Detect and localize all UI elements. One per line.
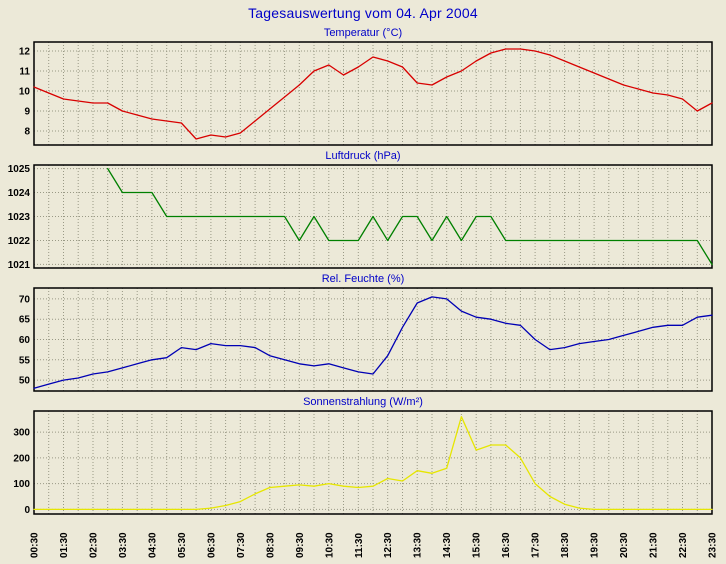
x-tick-label: 04:30: [147, 532, 158, 558]
humidity-chart-block: Rel. Feuchte (%) 50 55 60 65 70: [0, 272, 726, 393]
y-tick-label: 0: [24, 505, 30, 516]
y-tick-label: 10: [19, 87, 31, 98]
plot-border: [33, 410, 713, 515]
plot-border: [33, 287, 713, 392]
chart-title-temperature: Temperatur (°C): [323, 27, 403, 39]
y-tick-label: 100: [13, 479, 30, 490]
plot-border: [33, 41, 713, 146]
y-tick-label: 8: [24, 127, 30, 138]
x-tick-label: 12:30: [383, 532, 394, 558]
x-tick-label: 01:30: [59, 532, 70, 558]
y-tick-label: 65: [19, 315, 31, 326]
time-axis: 00:30 01:30 02:30 03:30 04:30 05:30 06:30 07:30…: [30, 532, 719, 558]
y-tick-label: 200: [13, 453, 30, 464]
x-tick-label: 19:30: [590, 532, 601, 558]
x-tick-label: 22:30: [678, 532, 689, 558]
humidity-chart: 50 55 60 65 70: [19, 287, 713, 392]
x-tick-label: 18:30: [560, 532, 571, 558]
x-tick-label: 11:30: [354, 533, 365, 558]
y-tick-label: 55: [19, 355, 31, 366]
pressure-chart-block: Luftdruck (hPa) 1021 1022 1023 1024 1025: [0, 149, 726, 270]
x-tick-label: 02:30: [89, 532, 100, 558]
chart-title-humidity: Rel. Feuchte (%): [321, 273, 405, 285]
y-tick-label: 9: [24, 107, 30, 118]
pressure-chart: 1021 1022 1023 1024 1025: [8, 164, 713, 270]
series-line: [33, 48, 713, 140]
y-tick-label: 1023: [8, 212, 31, 223]
page-title: Tagesauswertung vom 04. Apr 2004: [248, 5, 478, 21]
x-tick-label: 08:30: [265, 532, 276, 558]
series-line: [33, 416, 713, 511]
temperature-chart: 8 9 10 11 12: [19, 41, 713, 146]
x-tick-label: 00:30: [30, 532, 41, 558]
radiation-chart: 0 100 200 300: [13, 410, 713, 516]
x-tick-label: 17:30: [531, 532, 542, 558]
temperature-chart-block: Temperatur (°C) 8 9 10 11 12: [0, 26, 726, 147]
x-tick-label: 07:30: [236, 532, 247, 558]
x-tick-label: 21:30: [649, 532, 660, 558]
chart-title-pressure: Luftdruck (hPa): [325, 150, 401, 162]
x-tick-label: 03:30: [118, 532, 129, 558]
series-line: [33, 296, 713, 389]
y-tick-label: 70: [19, 294, 31, 305]
plot-border: [33, 164, 713, 269]
y-tick-label: 1024: [8, 188, 31, 199]
y-tick-label: 50: [19, 376, 31, 387]
x-tick-label: 13:30: [413, 532, 424, 558]
x-tick-label: 14:30: [442, 532, 453, 558]
x-tick-label: 05:30: [177, 532, 188, 558]
x-tick-label: 20:30: [619, 532, 630, 558]
chart-title-radiation: Sonnenstrahlung (W/m²): [303, 396, 423, 408]
x-tick-label: 16:30: [501, 532, 512, 558]
x-tick-label: 06:30: [206, 532, 217, 558]
x-tick-label: 15:30: [472, 532, 483, 558]
radiation-chart-block: Sonnenstrahlung (W/m²) 0 100 200 300: [0, 395, 726, 516]
y-tick-label: 300: [13, 428, 30, 439]
y-tick-label: 1021: [8, 260, 31, 270]
y-tick-label: 11: [19, 67, 30, 78]
x-tick-label: 10:30: [324, 532, 335, 558]
y-tick-label: 12: [19, 47, 31, 58]
y-tick-label: 1022: [8, 236, 31, 247]
x-tick-label: 23:30: [708, 532, 719, 558]
y-tick-label: 60: [19, 335, 31, 346]
x-tick-label: 09:30: [295, 532, 306, 558]
y-tick-label: 1025: [8, 164, 31, 175]
series-line: [107, 167, 713, 266]
